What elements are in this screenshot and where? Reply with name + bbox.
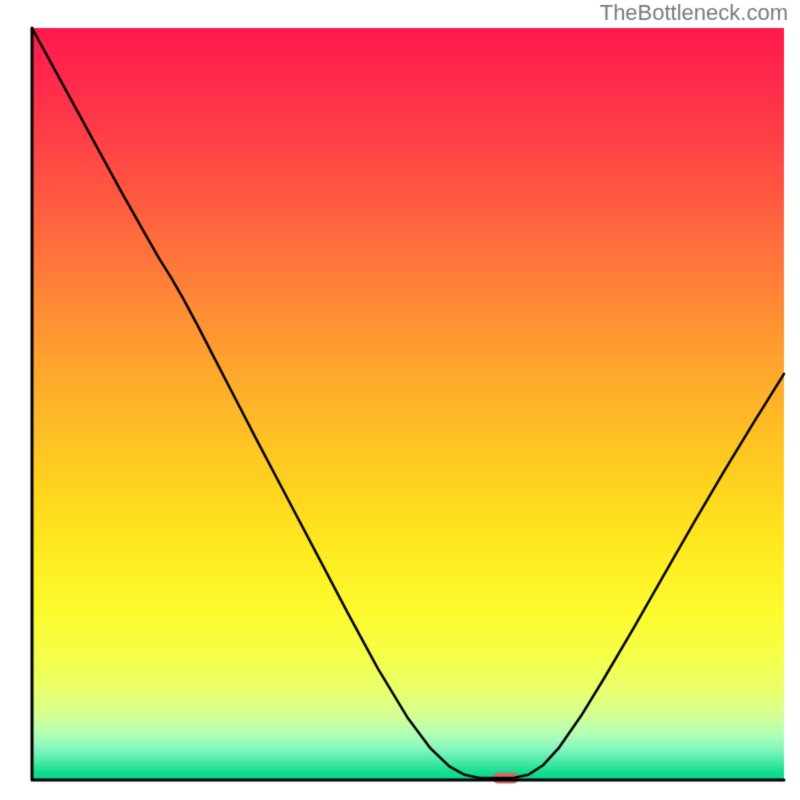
bottleneck-chart (0, 0, 800, 800)
